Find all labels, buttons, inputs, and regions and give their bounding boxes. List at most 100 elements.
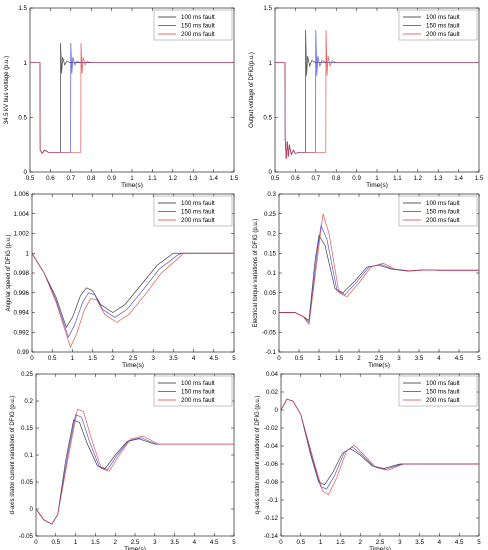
y-tick-label: 0.3 [267,191,276,198]
series-group [36,408,234,525]
legend-label-3: 200 ms fault [181,397,215,404]
series-group [279,213,479,326]
legend-label-1: 100 ms fault [181,380,215,387]
chart-output-voltage: 0.5 0.6 0.7 0.8 0.9 1 1.1 1.2 1.3 1.4 1.500.511.5T… [249,5,484,189]
x-axis-label: Time(s) [122,362,144,369]
y-tick-label: 0.1 [24,452,33,459]
x-tick-label: 3 [397,355,401,362]
y-tick-label: -0.14 [264,533,279,540]
x-tick-label: 0 [277,355,281,362]
x-tick-label: 1.5 [88,355,97,362]
y-tick-label: 1.5 [263,5,272,12]
y-axis-label: q-axis stator current variations of DFIG… [255,396,261,515]
legend-label-2: 150 ms fault [426,23,460,30]
x-tick-label: 3.5 [170,539,179,546]
y-axis-label: Angular speed of DFIG (p.u.) [6,234,12,311]
y-tick-label: 0 [273,310,277,317]
legend-label-3: 200 ms fault [426,397,460,404]
x-tick-label: 0.5 [295,355,304,362]
x-tick-label: 4.5 [210,539,219,546]
legend-label-1: 100 ms fault [181,200,215,207]
chart-q-axis-current: 0 0.5 1 1.5 2 2.5 3 3.5 4 4.5 5 -0.14 -0.12 -0.1 -0.08… [255,371,481,550]
legend-label-3: 200 ms fault [426,217,460,224]
y-tick-label: 1.004 [14,211,30,218]
y-tick-label: 0.99 [17,349,30,356]
x-tick-label: 0.9 [107,175,116,182]
x-tick-label: 2 [113,539,117,546]
x-tick-label: 1.5 [335,355,344,362]
y-tick-label: 0.994 [14,310,30,317]
y-tick-label: 0.04 [266,371,279,378]
legend-label-1: 100 ms fault [426,380,460,387]
y-tick-label: 1.5 [18,5,27,12]
y-axis-label: 34.5 kV bus voltage (p.u.) [4,56,10,124]
y-tick-label: 0.2 [24,398,33,405]
x-tick-label: 1.4 [454,175,463,182]
y-tick-label: -0.1 [267,497,278,504]
y-axis-label: d-axis stator current variations of DFIG… [10,396,16,515]
x-tick-label: 2.5 [375,355,384,362]
x-tick-label: 1.5 [230,175,239,182]
x-tick-label: 4 [438,539,442,546]
legend-box [398,9,478,41]
x-tick-label: 1.5 [336,539,345,546]
legend-label-2: 150 ms fault [181,389,215,396]
x-tick-label: 1.5 [475,175,484,182]
x-tick-label: 5 [477,539,481,546]
series-group [281,398,479,496]
y-tick-label: -0.04 [264,443,279,450]
legend-label-2: 150 ms fault [426,209,460,216]
x-tick-label: 2.5 [131,539,140,546]
x-axis-label: Time(s) [368,362,390,369]
series-line-3 [36,408,234,525]
series-line-3 [30,42,234,155]
legend-label-1: 100 ms fault [426,14,460,21]
x-tick-label: 1.3 [189,175,198,182]
legend-label-2: 150 ms fault [181,209,215,216]
y-tick-label: 0 [30,506,34,513]
y-tick-label: 0.15 [21,425,34,432]
y-tick-label: 0 [24,169,28,176]
x-tick-label: 1.4 [209,175,218,182]
x-tick-label: 0.6 [291,175,300,182]
x-tick-label: 1 [71,355,75,362]
y-tick-label: 0.1 [267,270,276,277]
y-tick-label: 1 [24,60,28,67]
y-tick-label: 0.998 [14,270,30,277]
y-tick-label: 0.25 [21,371,34,378]
x-tick-label: 2.5 [376,539,385,546]
y-tick-label: 0.992 [14,329,30,336]
y-tick-label: 0.05 [264,290,277,297]
x-tick-label: 3 [398,539,402,546]
x-tick-label: 1 [130,175,134,182]
y-tick-label: -0.1 [265,349,276,356]
series-line-2 [32,252,234,339]
y-tick-label: -0.05 [19,533,34,540]
y-tick-label: 0.25 [264,211,277,218]
y-axis-label: Output voltage of DFIG(p.u.) [249,52,255,128]
x-tick-label: 1 [74,539,78,546]
x-tick-label: 1.1 [393,175,402,182]
legend-box [398,195,478,227]
y-tick-label: 0 [269,169,273,176]
x-axis-label: Time(s) [121,182,143,189]
legend-label-2: 150 ms fault [181,23,215,30]
x-tick-label: 0.8 [332,175,341,182]
y-tick-label: 1.006 [14,191,30,198]
x-tick-label: 0 [279,539,283,546]
legend-box [153,375,233,407]
legend-label-3: 200 ms fault [426,31,460,38]
y-axis-label: Electrical torque variations of DFIG (p.… [253,219,259,328]
x-tick-label: 1 [375,175,379,182]
series-line-1 [32,252,234,329]
y-tick-label: 0.5 [18,115,27,122]
x-tick-label: 3 [151,355,155,362]
x-tick-label: 0.7 [311,175,320,182]
chart-electrical-torque: 0 0.5 1 1.5 2 2.5 3 3.5 4 4.5 5 -0.1 -0.05 0 0.05 0.1 0.… [253,191,481,369]
